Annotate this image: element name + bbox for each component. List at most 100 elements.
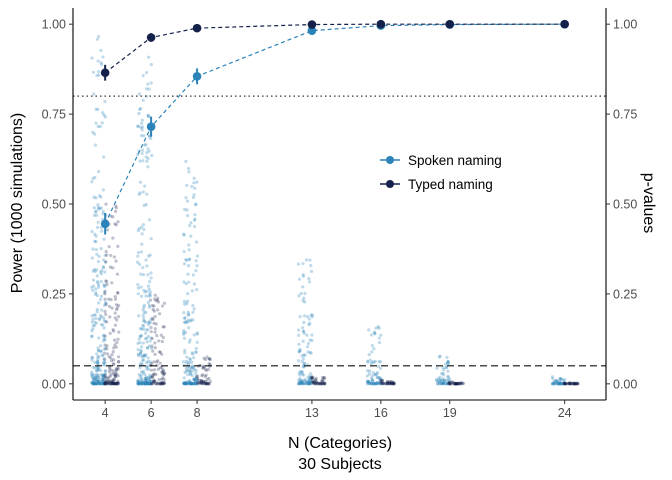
pvalue-point — [136, 283, 140, 287]
pvalue-point — [441, 366, 445, 370]
pvalue-point — [139, 327, 144, 331]
pvalue-point — [140, 370, 144, 374]
pvalue-point — [185, 361, 189, 365]
series-layer — [100, 19, 569, 235]
pvalue-point — [446, 375, 450, 379]
pvalue-point — [201, 366, 205, 370]
pvalue-point — [141, 358, 146, 362]
pvalue-point — [192, 181, 196, 185]
pvalue-point — [141, 74, 145, 78]
power-point — [146, 122, 156, 131]
power-point — [192, 23, 202, 33]
pvalue-point — [102, 319, 106, 323]
pvalue-point — [116, 381, 120, 385]
pvalue-point — [110, 353, 114, 357]
pvalue-point — [150, 344, 154, 348]
pvalue-point — [97, 301, 101, 305]
pvalue-point — [374, 382, 378, 386]
pvalue-point — [99, 380, 104, 384]
pvalue-point — [323, 375, 327, 380]
pvalue-point — [461, 381, 465, 386]
pvalue-point — [146, 382, 150, 386]
pvalue-point — [141, 190, 145, 194]
pvalue-point — [202, 380, 206, 384]
pvalue-point — [91, 288, 95, 292]
pvalue-point — [441, 380, 446, 385]
pvalue-point — [141, 381, 145, 386]
pvalue-point — [102, 316, 106, 320]
pvalue-point — [146, 375, 150, 380]
pvalue-point — [189, 381, 193, 385]
pvalue-point — [110, 368, 115, 373]
pvalue-point — [437, 376, 441, 381]
pvalue-point — [186, 381, 190, 385]
pvalue-point — [90, 376, 95, 380]
pvalue-point — [186, 326, 191, 330]
pvalue-point — [184, 159, 188, 163]
pvalue-point — [141, 316, 146, 320]
power-point — [376, 19, 386, 29]
pvalue-point — [140, 128, 144, 132]
pvalue-point — [317, 382, 322, 386]
pvalue-point — [94, 378, 98, 382]
pvalue-point — [149, 62, 153, 67]
pvalue-point — [92, 381, 96, 386]
pvalue-point — [141, 380, 145, 384]
pvalue-point — [96, 59, 100, 63]
pvalue-point — [93, 366, 97, 370]
pvalue-point — [141, 369, 146, 374]
pvalue-point — [566, 381, 570, 386]
pvalue-point — [367, 328, 371, 332]
pvalue-point — [306, 382, 310, 386]
x-tick-label: 4 — [102, 406, 109, 420]
pvalue-point — [139, 125, 143, 130]
pvalue-point — [90, 256, 95, 260]
pvalue-point — [141, 308, 145, 312]
pvalue-point — [112, 381, 116, 386]
pvalue-point — [144, 258, 148, 262]
pvalue-point — [560, 382, 564, 386]
pvalue-point — [310, 375, 314, 379]
pvalue-point — [147, 381, 151, 385]
pvalue-point — [144, 380, 148, 384]
pvalue-point — [439, 382, 443, 386]
pvalue-point — [313, 382, 317, 386]
pvalue-point — [195, 288, 199, 292]
pvalue-point — [297, 380, 301, 384]
pvalue-point — [309, 269, 314, 273]
pvalue-point — [90, 320, 94, 324]
pvalue-point — [446, 359, 450, 364]
pvalue-point — [307, 378, 311, 383]
pvalue-point — [145, 381, 149, 385]
pvalue-point — [183, 320, 187, 324]
pvalue-point — [552, 381, 556, 385]
pvalue-point — [136, 124, 140, 128]
pvalue-point — [162, 373, 166, 377]
pvalue-point — [115, 382, 119, 386]
pvalue-point — [153, 352, 157, 356]
pvalue-point — [309, 264, 313, 268]
pvalue-point — [90, 356, 94, 360]
pvalue-point — [150, 382, 154, 386]
pvalue-point — [104, 260, 108, 264]
pvalue-point — [93, 232, 97, 236]
pvalue-point — [151, 380, 156, 385]
pvalue-point — [186, 213, 190, 218]
pvalue-point — [152, 380, 156, 384]
pvalue-point — [140, 380, 145, 384]
pvalue-point — [387, 381, 391, 385]
pvalue-point — [136, 286, 141, 290]
pvalue-point — [572, 382, 576, 386]
pvalue-point — [137, 262, 142, 266]
pvalue-point — [141, 319, 146, 323]
pvalue-point — [94, 378, 99, 382]
pvalue-point — [437, 355, 442, 359]
pvalue-point — [137, 314, 141, 318]
pvalue-point — [137, 192, 141, 196]
pvalue-point — [107, 370, 112, 374]
pvalue-point — [389, 380, 393, 384]
pvalue-point — [556, 381, 560, 385]
pvalue-point — [153, 314, 157, 319]
pvalue-point — [93, 323, 97, 328]
pvalue-point — [101, 375, 105, 379]
